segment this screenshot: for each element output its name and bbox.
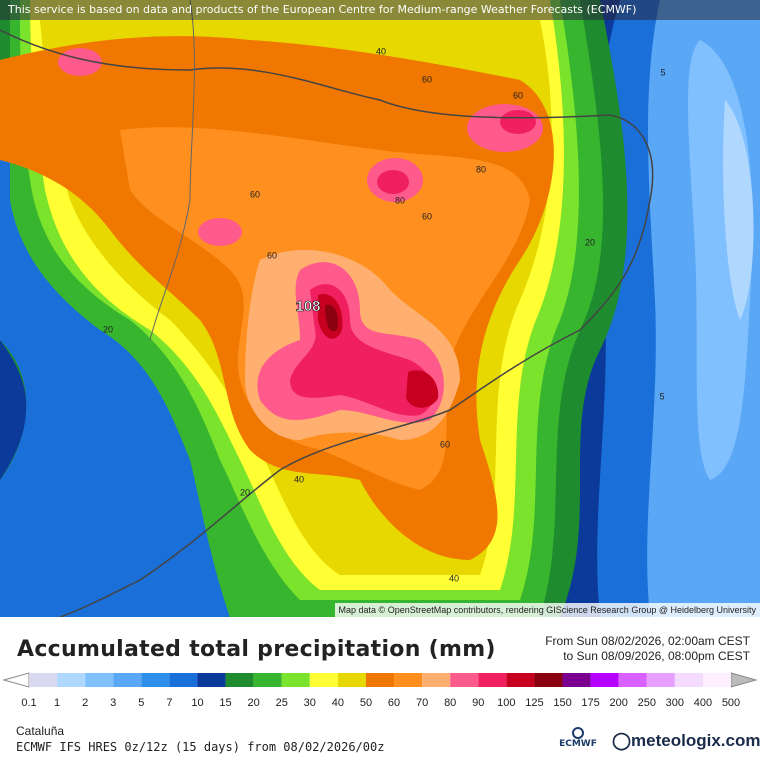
- legend-label: 40: [332, 697, 344, 709]
- contour-label: 60: [422, 74, 432, 84]
- logo-text: ECMWF: [559, 739, 597, 749]
- legend-label: 200: [610, 697, 628, 709]
- legend-label: 25: [276, 697, 288, 709]
- legend-swatch: [365, 673, 395, 687]
- contour-area: [500, 110, 536, 134]
- legend-swatch: [394, 673, 423, 687]
- chart-title: Accumulated total precipitation (mm): [17, 637, 496, 662]
- legend-swatch: [534, 673, 563, 687]
- time-range: From Sun 08/02/2026, 02:00am CEST to Sun…: [545, 634, 750, 664]
- legend-swatch: [85, 673, 114, 687]
- region-name: Cataluña: [16, 724, 65, 738]
- color-legend: 0.1 1 2 3 5 7 10 15 20 25 30 40 50 60 70 80 90 100 125 150 1…: [2, 672, 758, 709]
- legend-arrow: [730, 672, 758, 688]
- contour-label: 60: [267, 250, 277, 260]
- legend-swatch: [590, 673, 619, 687]
- legend-label: 80: [444, 697, 456, 709]
- legend-swatch: [337, 673, 366, 687]
- legend-arrow: [2, 672, 30, 688]
- contour-area: [406, 370, 439, 408]
- contour-label: 40: [376, 46, 386, 56]
- legend-label: 250: [638, 697, 656, 709]
- legend-label: 5: [138, 697, 144, 709]
- contour-label: 40: [294, 474, 304, 484]
- legend-label: 125: [525, 697, 543, 709]
- contour-label: 20: [103, 324, 113, 334]
- contour-label: 60: [513, 90, 523, 100]
- contour-label: 60: [440, 439, 450, 449]
- legend-swatch: [29, 673, 58, 687]
- contour-label: 20: [585, 237, 595, 247]
- legend-label: 20: [248, 697, 260, 709]
- legend-label: 1: [54, 697, 60, 709]
- border-line: [0, 29, 654, 617]
- legend-swatch: [646, 673, 675, 687]
- legend-swatch: [618, 673, 647, 687]
- legend-label: 90: [472, 697, 484, 709]
- contour-label: 5: [659, 391, 664, 401]
- model-info: ECMWF IFS HRES 0z/12z (15 days) from 08/…: [16, 740, 385, 754]
- map: 40 60 60 5 80 80 60 60 20 60 108 20 5 60 40 20 40: [0, 0, 760, 617]
- contour-area: [377, 170, 409, 194]
- contour-label: 40: [449, 573, 459, 583]
- legend-label: 10: [191, 697, 203, 709]
- legend-swatch: [169, 673, 198, 687]
- legend-label: 70: [416, 697, 428, 709]
- legend-label: 2: [82, 697, 88, 709]
- contour-area: [58, 48, 102, 76]
- legend-label: 7: [166, 697, 172, 709]
- legend-swatch: [422, 673, 451, 687]
- logo-icon: [572, 727, 584, 739]
- brand-text: meteologix.com: [631, 731, 760, 750]
- legend-swatch: [562, 673, 591, 687]
- legend-label: 175: [581, 697, 599, 709]
- legend-swatch: [702, 673, 731, 687]
- legend-swatch: [225, 673, 254, 687]
- legend-swatch: [478, 673, 507, 687]
- border-line: [149, 0, 195, 341]
- legend-swatch: [450, 673, 479, 687]
- legend-label: 50: [360, 697, 372, 709]
- contour-label: 60: [250, 189, 260, 199]
- legend-label: 400: [694, 697, 712, 709]
- legend-label: 150: [553, 697, 571, 709]
- map-attribution: Map data © OpenStreetMap contributors, r…: [334, 603, 760, 617]
- ecmwf-logo: ECMWF: [558, 727, 598, 749]
- contour-label: 5: [660, 67, 665, 77]
- legend-swatch: [57, 673, 86, 687]
- legend-label: 0.1: [21, 697, 36, 709]
- contour-label: 80: [395, 195, 405, 205]
- legend-swatch: [113, 673, 142, 687]
- legend-swatch: [309, 673, 338, 687]
- legend-swatch: [197, 673, 226, 687]
- contour-label: 20: [240, 487, 250, 497]
- data-notice: This service is based on data and produc…: [0, 0, 760, 20]
- contour-label: 60: [422, 211, 432, 221]
- legend-swatch: [506, 673, 535, 687]
- legend-label: 3: [110, 697, 116, 709]
- legend-label: 15: [219, 697, 231, 709]
- range-from: From Sun 08/02/2026, 02:00am CEST: [545, 634, 750, 648]
- contour-label: 80: [476, 164, 486, 174]
- legend-swatch: [253, 673, 282, 687]
- legend-label: 60: [388, 697, 400, 709]
- legend-swatch: [141, 673, 170, 687]
- contour-label: 108: [295, 298, 320, 315]
- legend-swatch: [674, 673, 703, 687]
- legend-label: 30: [304, 697, 316, 709]
- legend-label: 100: [497, 697, 515, 709]
- range-to: to Sun 08/09/2026, 08:00pm CEST: [563, 649, 750, 663]
- contour-area: [325, 304, 338, 332]
- legend-label: 300: [666, 697, 684, 709]
- legend-label: 500: [722, 697, 740, 709]
- contour-area: [723, 100, 754, 320]
- legend-swatch: [281, 673, 310, 687]
- contour-area: [198, 218, 242, 246]
- brand-logo: ◯meteologix.com: [612, 731, 760, 750]
